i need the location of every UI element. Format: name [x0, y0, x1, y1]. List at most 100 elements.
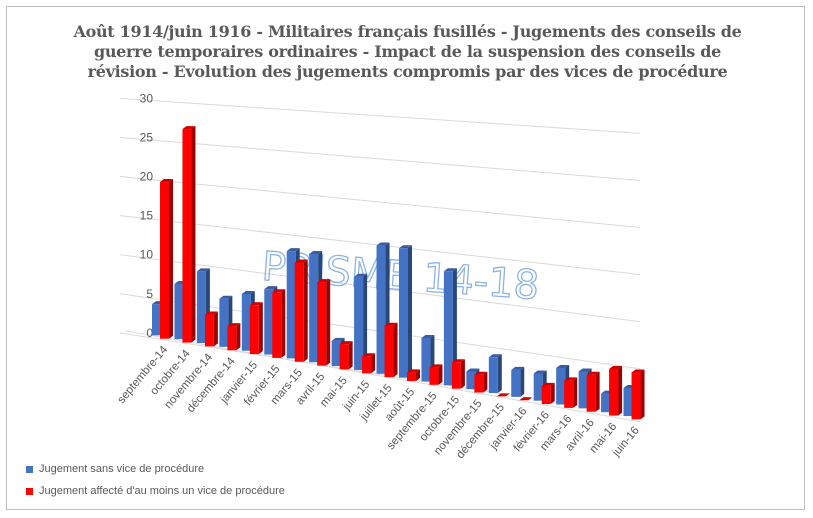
bar-avec-vice	[249, 302, 263, 355]
bar-side	[573, 377, 578, 408]
gridline	[119, 136, 641, 181]
bar-front	[429, 367, 439, 385]
bar-front	[196, 271, 206, 344]
bar-front	[511, 369, 521, 397]
bar-top	[609, 365, 623, 369]
bar-avec-vice	[362, 353, 376, 374]
bar-side	[303, 259, 308, 362]
bar-front	[466, 371, 476, 390]
bar-front	[286, 251, 296, 359]
legend-swatch-blue	[26, 465, 33, 473]
bar-front	[601, 393, 611, 413]
bar-avec-vice	[631, 369, 645, 420]
bar-top	[249, 302, 263, 306]
bar-top	[496, 393, 510, 397]
bar-front	[488, 357, 498, 393]
bars	[152, 126, 645, 420]
bar-side	[169, 179, 173, 339]
bar-front	[264, 289, 274, 355]
bar-front	[376, 245, 386, 374]
bar-avec-vice	[564, 377, 578, 408]
bar-avec-vice	[294, 259, 308, 362]
chart-title: Août 1914/juin 1916 - Militaires françai…	[40, 22, 775, 82]
chart-title-line-1: Août 1914/juin 1916 - Militaires françai…	[73, 22, 742, 41]
bar-avec-vice	[496, 393, 510, 397]
bar-top	[443, 268, 457, 272]
chart-title-line-2: guerre temporaires ordinaires - Impact d…	[93, 42, 722, 61]
bar-top	[511, 366, 525, 370]
bar-top	[317, 279, 331, 283]
bar-side	[363, 273, 368, 370]
bar-front	[249, 305, 259, 355]
bar-top	[241, 290, 255, 294]
bar-top	[474, 371, 488, 375]
bar-top	[219, 295, 233, 299]
bar-side	[236, 323, 241, 351]
bar-front	[623, 387, 633, 417]
legend-item-sans-vice: Jugement sans vice de procédure	[26, 458, 285, 480]
bar-side	[483, 371, 488, 393]
bar-front	[541, 385, 551, 405]
bar-top	[309, 251, 323, 255]
bar-side	[550, 382, 555, 405]
bar-front	[564, 380, 574, 408]
bar-top	[451, 359, 465, 363]
bar-sans-vice	[488, 354, 502, 393]
bar-front	[219, 298, 229, 347]
bar-top	[331, 337, 345, 341]
bar-top	[227, 323, 241, 327]
bar-avec-vice	[339, 341, 353, 370]
bar-avec-vice	[586, 371, 600, 412]
bar-avec-vice	[182, 126, 196, 343]
bar-side	[281, 289, 286, 358]
bar-front	[556, 367, 566, 405]
bar-side	[415, 369, 420, 381]
bar-avec-vice	[406, 369, 420, 381]
bar-front	[331, 340, 341, 367]
y-tick-label: 30	[140, 91, 154, 105]
bar-avec-vice	[541, 382, 555, 405]
bar-top	[398, 245, 412, 249]
bar-side	[438, 364, 443, 385]
bar-side	[520, 366, 525, 397]
bar-top	[362, 353, 376, 357]
bar-front	[421, 337, 431, 382]
bar-top	[160, 179, 173, 183]
bar-top	[429, 364, 443, 368]
bar-side	[452, 268, 457, 386]
bar-front	[384, 325, 394, 378]
bar-front	[160, 182, 169, 339]
y-tick-label: 20	[140, 170, 154, 184]
y-axis: 0 5 10 15 20 25 30	[140, 91, 154, 339]
bar-top	[586, 371, 600, 375]
bar-top	[286, 248, 300, 252]
bar-front	[317, 282, 327, 366]
y-tick-label: 0	[146, 326, 153, 340]
bar-front	[294, 262, 304, 362]
bar-front	[152, 304, 161, 336]
bar-side	[393, 322, 398, 378]
bar-top	[578, 368, 592, 372]
bar-top	[339, 341, 353, 345]
bar-front	[362, 356, 372, 374]
bar-side	[348, 341, 353, 370]
bar-top	[533, 370, 547, 374]
bar-avec-vice	[519, 397, 533, 401]
bar-top	[631, 369, 645, 373]
bar-top	[354, 273, 368, 277]
bar-avec-vice	[160, 179, 173, 339]
bar-side	[640, 369, 645, 420]
bar-front	[586, 374, 596, 412]
y-tick-label: 15	[140, 209, 154, 223]
bar-top	[406, 369, 420, 373]
bar-front	[631, 372, 641, 420]
bar-front	[451, 362, 461, 389]
bar-top	[264, 286, 278, 290]
bar-avec-vice	[317, 279, 331, 366]
bar-avec-vice	[204, 311, 218, 347]
bar-front	[609, 368, 619, 416]
chart-title-line-3: révision - Evolution des jugements compr…	[87, 62, 728, 81]
legend-swatch-red	[26, 487, 33, 495]
bar-front	[241, 293, 251, 351]
